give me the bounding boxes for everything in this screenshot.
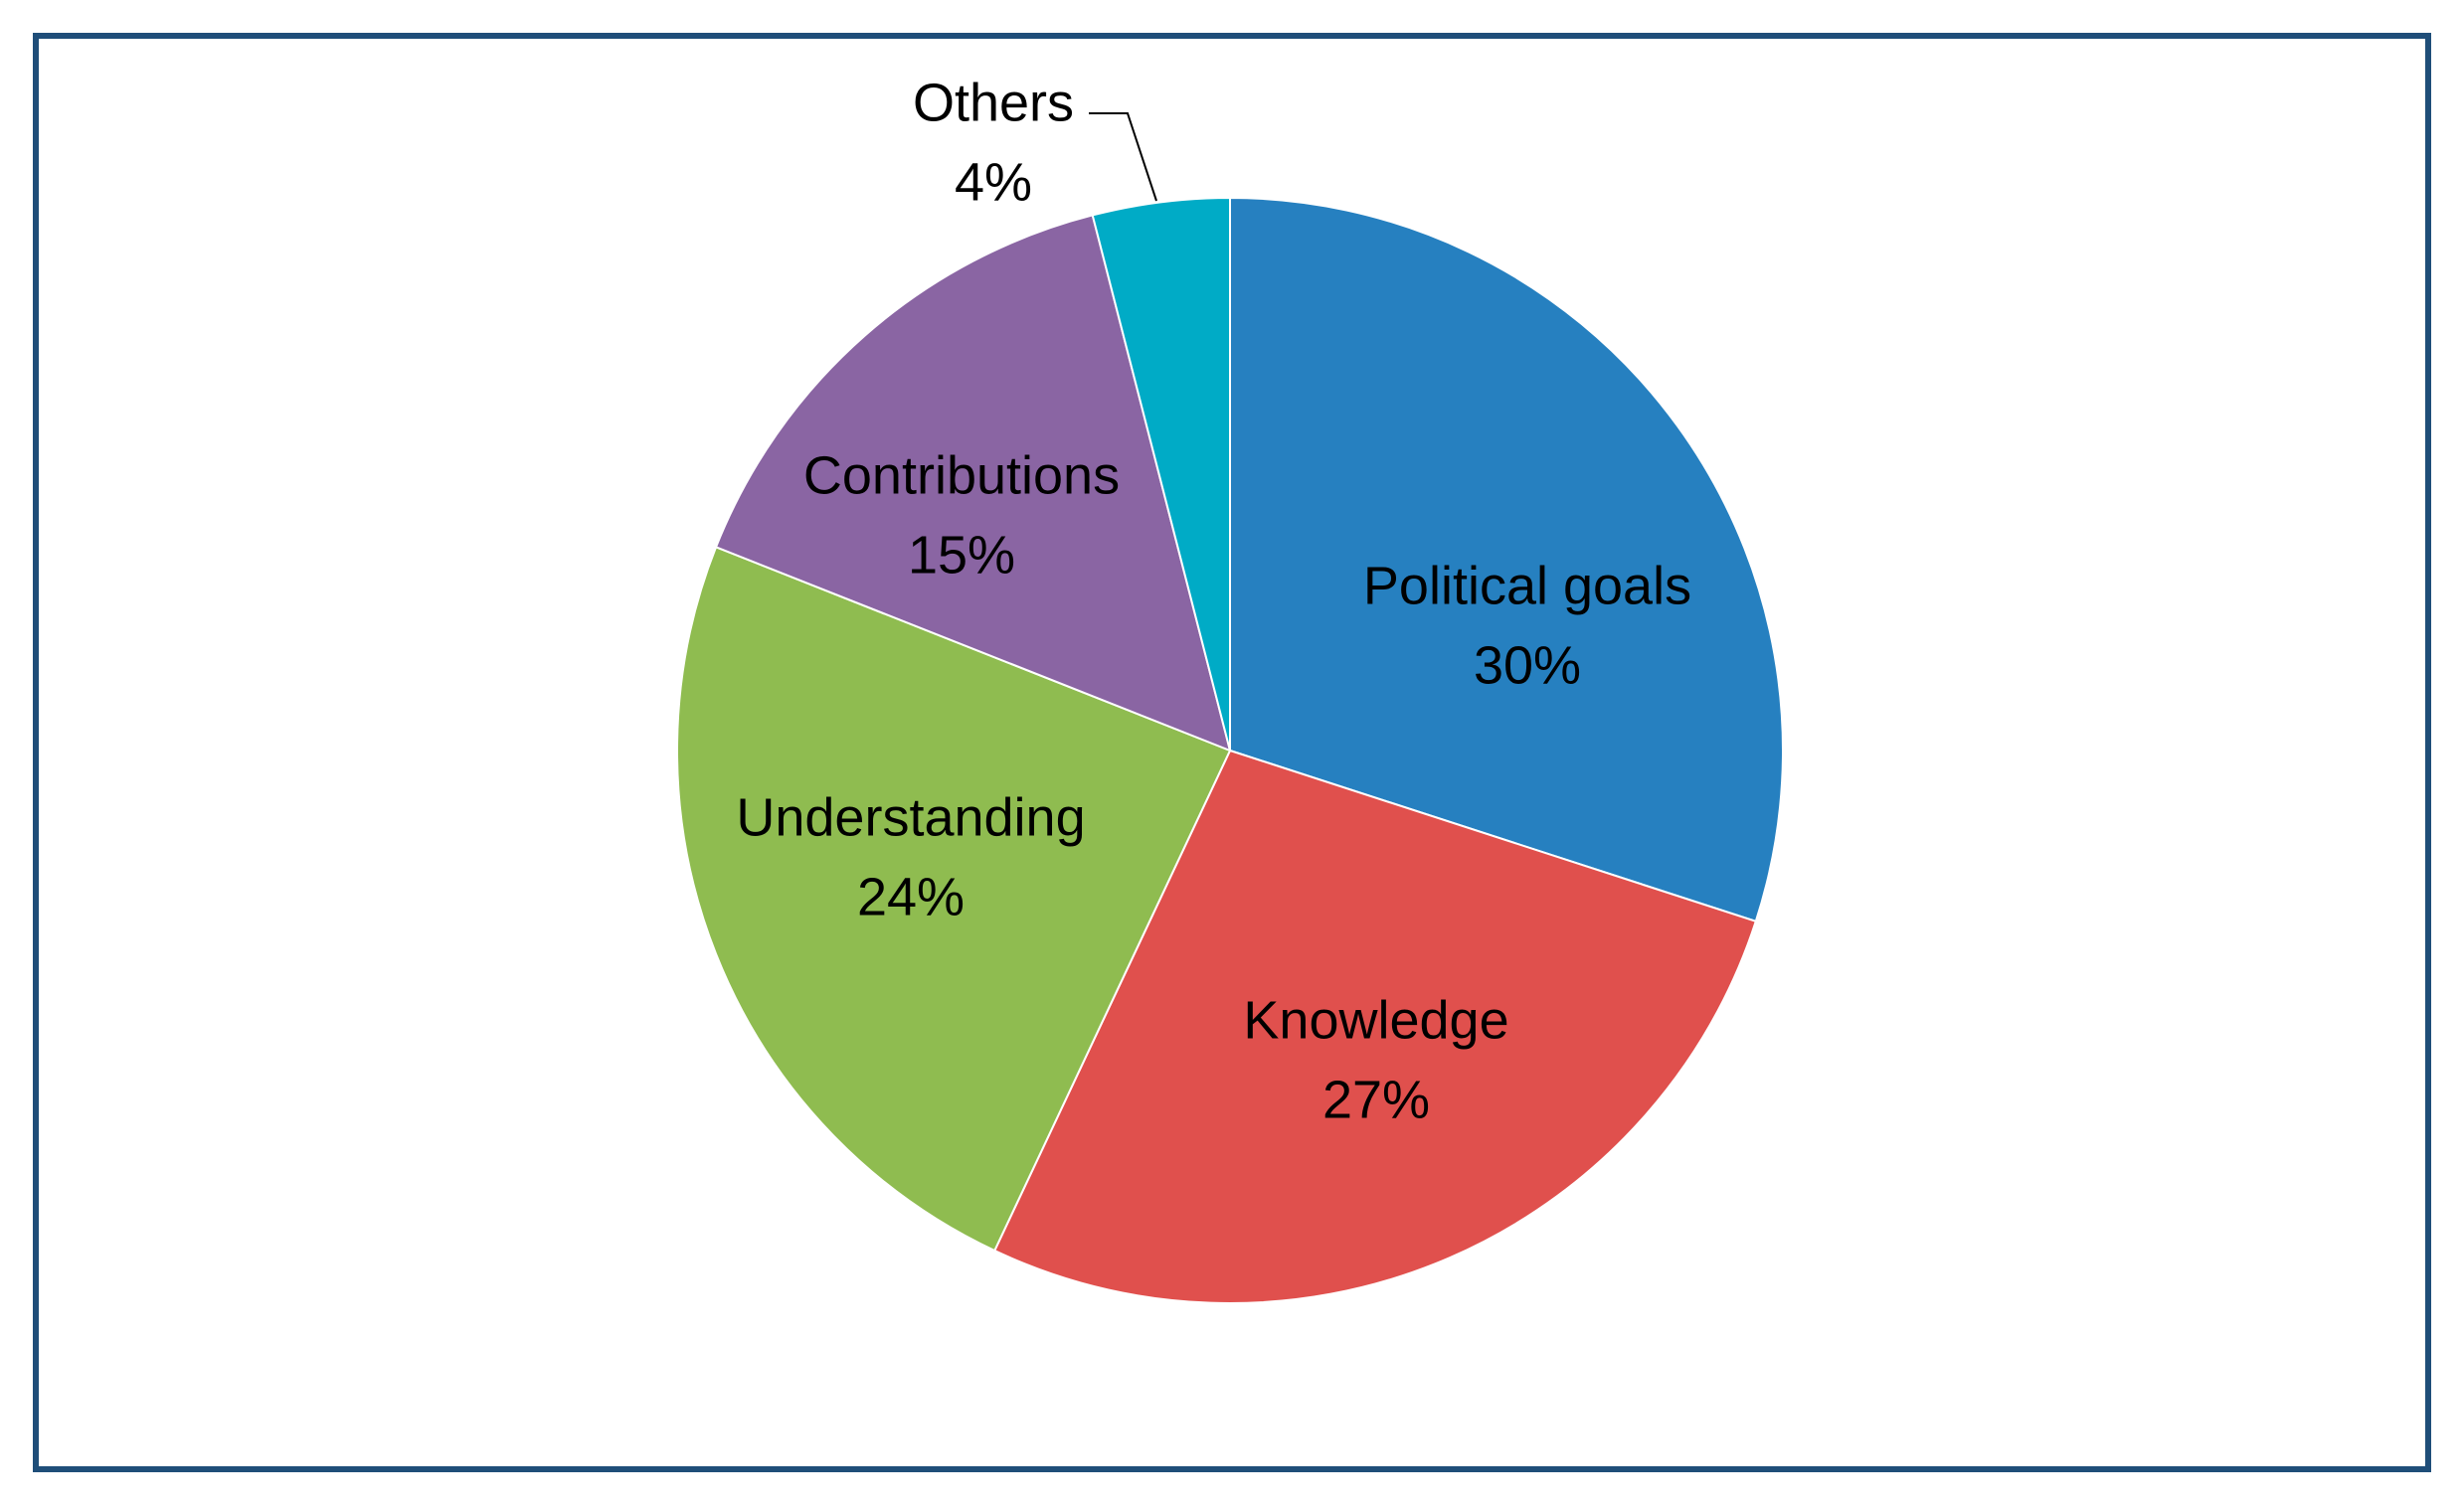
pie-slice — [1229, 196, 1785, 923]
slice-label: Political goals — [1363, 556, 1691, 615]
slice-value-label: 15% — [908, 525, 1015, 585]
slice-label: Contributions — [803, 445, 1120, 505]
slice-value-label: 4% — [955, 152, 1032, 212]
slice-value-label: 27% — [1322, 1070, 1430, 1129]
pie-slice — [1091, 196, 1231, 752]
pie-slice — [714, 214, 1232, 753]
pie-slice — [676, 546, 1232, 1253]
slice-value-label: 24% — [857, 867, 965, 926]
slice-label: Understanding — [736, 787, 1085, 847]
slice-label: Knowledge — [1243, 990, 1508, 1050]
slice-value-label: 30% — [1474, 635, 1581, 695]
leader-line — [1089, 112, 1157, 202]
pie-slice — [992, 749, 1758, 1304]
slice-label: Others — [913, 73, 1074, 132]
